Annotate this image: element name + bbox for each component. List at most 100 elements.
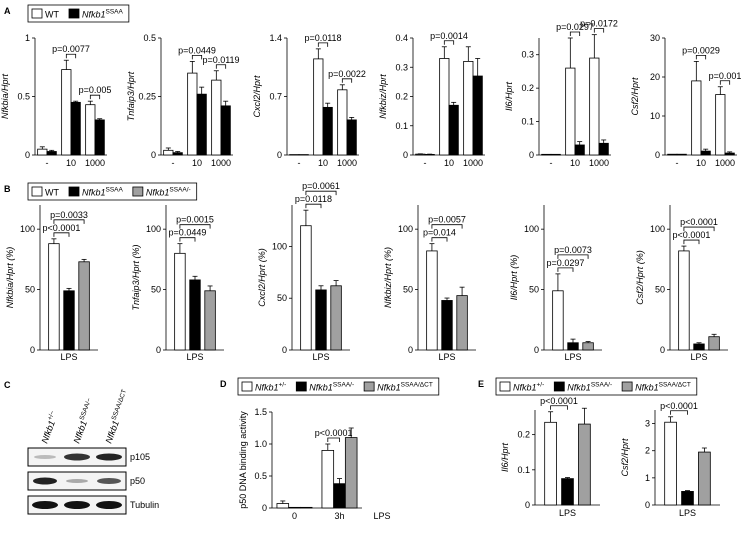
- y-axis-label: Csf2/Hprt: [630, 77, 640, 116]
- bar: [276, 503, 290, 509]
- band: [32, 501, 58, 509]
- band-label: p50: [130, 476, 145, 486]
- superscript: SSAA/ΔCT: [659, 382, 691, 389]
- bar: [196, 93, 207, 156]
- y-axis-label: Nfkbiz/Hprt (%): [383, 247, 393, 308]
- legend-box: [237, 377, 440, 396]
- significance-bracket: [683, 239, 700, 245]
- y-tick-label: 0: [151, 150, 156, 160]
- y-axis-label: Tnfaip3/Hprt: [126, 71, 136, 121]
- p-value: p=0.014: [423, 228, 456, 238]
- significance-bracket: [431, 224, 463, 229]
- x-tick-label: -: [46, 158, 49, 168]
- band: [66, 479, 88, 483]
- bar: [472, 75, 483, 156]
- bar: [321, 449, 335, 509]
- label: Nfkb1: [82, 188, 106, 198]
- superscript: SSAA/ΔCT: [401, 382, 433, 389]
- bar: [708, 336, 720, 351]
- band: [34, 455, 56, 459]
- p-value: p<0.0001: [673, 230, 711, 240]
- bar: [463, 61, 474, 156]
- y-axis-label: Il6/Hprt (%): [509, 255, 519, 301]
- y-tick-label: 0.1: [395, 121, 408, 131]
- p-value: p=0.0073: [554, 245, 592, 255]
- superscript: SSAA/-: [333, 382, 354, 389]
- y-tick-label: 0.4: [395, 33, 408, 43]
- y-tick-label: 0: [156, 345, 161, 355]
- significance-bracket: [179, 224, 211, 229]
- label: Nfkb1: [309, 383, 333, 393]
- bar: [61, 69, 72, 156]
- bar: [220, 105, 231, 156]
- significance-bracket: [569, 31, 581, 36]
- y-tick-label: 100: [272, 241, 287, 251]
- bar: [724, 152, 735, 156]
- superscript: +/−: [47, 410, 57, 421]
- bar: [299, 506, 313, 509]
- x-tick-label: -: [298, 158, 301, 168]
- p-value: p=0.0022: [328, 69, 366, 79]
- bar: [94, 119, 105, 156]
- bar: [567, 342, 579, 351]
- legend-label: WT: [45, 188, 59, 198]
- superscript: SSAA: [106, 187, 124, 194]
- y-tick-label: 0: [30, 345, 35, 355]
- bar: [550, 153, 561, 156]
- y-tick-label: 0.2: [521, 83, 534, 93]
- p-value: p=0.0057: [428, 215, 466, 225]
- legend-swatch: [31, 8, 43, 19]
- y-tick-label: 0: [655, 150, 660, 160]
- legend-label: Nfkb1SSAA: [82, 187, 124, 198]
- significance-bracket: [341, 78, 353, 83]
- y-tick-label: 1.0: [254, 439, 267, 449]
- y-tick-label: 0: [645, 500, 650, 510]
- label: WT: [45, 10, 59, 20]
- bar: [698, 451, 711, 506]
- label: Nfkb1: [377, 383, 401, 393]
- y-tick-label: 0.2: [517, 430, 530, 440]
- significance-bracket: [89, 94, 101, 100]
- x-tick-label: LPS: [186, 352, 203, 362]
- label: Nfkb1: [82, 10, 106, 20]
- y-tick-label: 50: [151, 285, 161, 295]
- legend-label: Nfkb1SSAA/ΔCT: [377, 382, 433, 393]
- x-tick-label: -: [676, 158, 679, 168]
- significance-bracket: [215, 64, 227, 69]
- x-tick-label: 1000: [337, 158, 357, 168]
- y-tick-label: 0.7: [269, 92, 282, 102]
- bar: [300, 225, 312, 351]
- x-tick-label: LPS: [679, 508, 696, 518]
- bar: [676, 153, 687, 156]
- legend-box: [27, 4, 130, 23]
- bar: [322, 106, 333, 156]
- legend-swatch: [621, 381, 633, 392]
- bar: [578, 423, 591, 506]
- legend-label: Nfkb1+/-: [513, 382, 544, 393]
- panel-letter: B: [4, 184, 11, 194]
- y-tick-label: 3: [645, 419, 650, 429]
- legend-swatch: [132, 186, 144, 197]
- legend-label: Nfkb1SSAA: [82, 9, 124, 20]
- y-tick-label: 1.4: [269, 33, 282, 43]
- superscript: SSAA/-: [169, 187, 190, 194]
- p-value: p=0.0014: [430, 31, 468, 41]
- significance-bracket: [683, 226, 715, 232]
- y-axis-label: Csf2/Hprt (%): [635, 250, 645, 305]
- y-tick-label: 100: [398, 224, 413, 234]
- y-tick-label: 0: [529, 150, 534, 160]
- significance-bracket: [53, 219, 85, 224]
- y-tick-label: 100: [20, 224, 35, 234]
- bar: [346, 119, 357, 156]
- bar: [441, 300, 453, 351]
- x-tick-label: -: [424, 158, 427, 168]
- y-axis-label: Cxcl2/Hprt: [252, 75, 262, 118]
- lane-label: Nfkb1+/−: [39, 410, 61, 445]
- p-value: p=0.0449: [178, 45, 216, 55]
- bar: [693, 343, 705, 351]
- p-value: p=0.0015: [176, 215, 214, 225]
- bar: [681, 491, 694, 506]
- significance-bracket: [593, 28, 605, 33]
- band: [96, 501, 122, 509]
- significance-bracket: [719, 80, 731, 85]
